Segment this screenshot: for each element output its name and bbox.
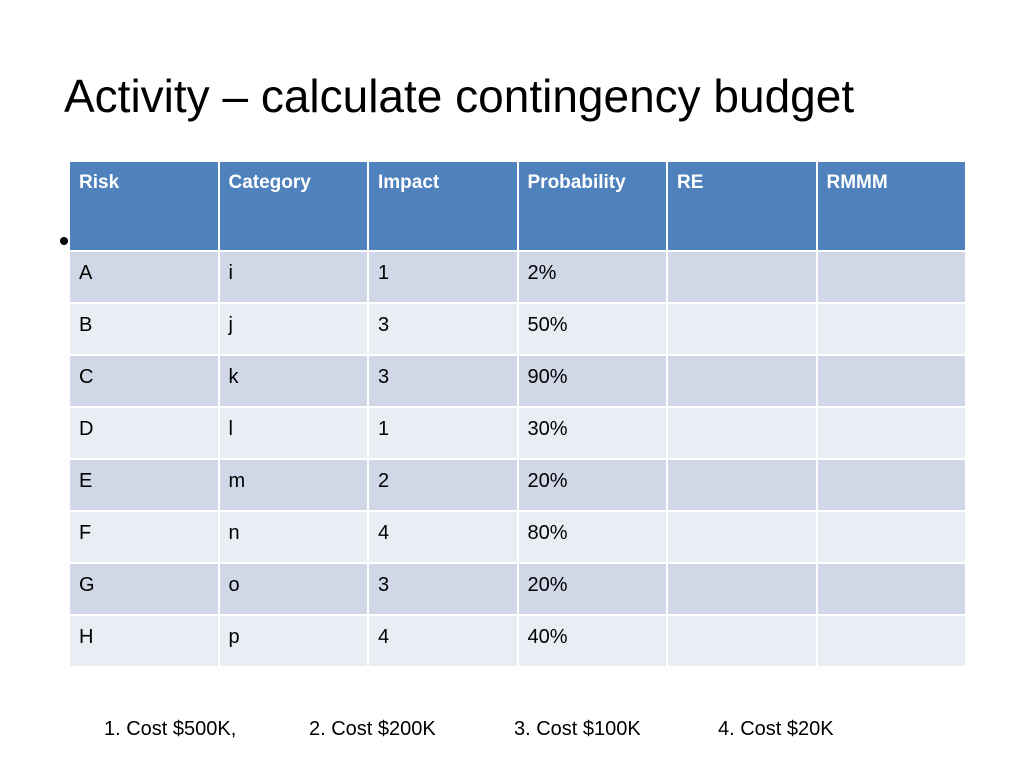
cell-rmmm — [815, 458, 967, 512]
cell-impact: 1 — [367, 406, 519, 460]
header-re: RE — [666, 160, 818, 252]
cell-rmmm — [815, 302, 967, 356]
cell-re — [666, 406, 818, 460]
cell-risk: E — [68, 458, 220, 512]
cell-risk: G — [68, 562, 220, 616]
cell-rmmm — [815, 354, 967, 408]
cell-rmmm — [815, 510, 967, 564]
cost-item-3: 3. Cost $100K — [514, 718, 641, 740]
cell-impact: 2 — [367, 458, 519, 512]
header-impact: Impact — [367, 160, 519, 252]
table-header-row: Risk Category Impact Probability RE RMMM — [68, 160, 967, 252]
cell-impact: 3 — [367, 562, 519, 616]
cell-re — [666, 354, 818, 408]
cell-re — [666, 250, 818, 304]
cell-rmmm — [815, 614, 967, 668]
cell-probability: 40% — [516, 614, 668, 668]
header-probability: Probability — [516, 160, 668, 252]
cell-impact: 3 — [367, 302, 519, 356]
cell-risk: H — [68, 614, 220, 668]
cell-risk: C — [68, 354, 220, 408]
cell-rmmm — [815, 562, 967, 616]
cell-category: p — [217, 614, 369, 668]
cell-rmmm — [815, 406, 967, 460]
cell-category: j — [217, 302, 369, 356]
header-category: Category — [217, 160, 369, 252]
cell-impact: 3 — [367, 354, 519, 408]
cell-probability: 20% — [516, 458, 668, 512]
cell-probability: 2% — [516, 250, 668, 304]
slide-title: Activity – calculate contingency budget — [64, 70, 855, 122]
cost-item-4: 4. Cost $20K — [718, 718, 834, 740]
cell-risk: B — [68, 302, 220, 356]
cell-re — [666, 614, 818, 668]
cost-item-1: 1. Cost $500K, — [104, 718, 237, 740]
bullet-point — [60, 237, 68, 245]
cell-probability: 90% — [516, 354, 668, 408]
cell-re — [666, 458, 818, 512]
cost-legend: 1. Cost $500K, 2. Cost $200K 3. Cost $100K… — [104, 716, 834, 742]
cell-impact: 4 — [367, 614, 519, 668]
header-risk: Risk — [68, 160, 220, 252]
cell-impact: 1 — [367, 250, 519, 304]
header-rmmm: RMMM — [815, 160, 967, 252]
cell-category: o — [217, 562, 369, 616]
cost-item-2: 2. Cost $200K — [309, 718, 436, 740]
cell-risk: A — [68, 250, 220, 304]
cell-rmmm — [815, 250, 967, 304]
cell-probability: 50% — [516, 302, 668, 356]
cell-re — [666, 302, 818, 356]
risk-table: Risk Category Impact Probability RE RMMM… — [68, 160, 967, 668]
cell-category: i — [217, 250, 369, 304]
cell-risk: D — [68, 406, 220, 460]
cell-impact: 4 — [367, 510, 519, 564]
cell-re — [666, 562, 818, 616]
cell-category: m — [217, 458, 369, 512]
cell-probability: 80% — [516, 510, 668, 564]
cell-probability: 20% — [516, 562, 668, 616]
cell-category: l — [217, 406, 369, 460]
cell-category: n — [217, 510, 369, 564]
cell-category: k — [217, 354, 369, 408]
cell-risk: F — [68, 510, 220, 564]
cell-re — [666, 510, 818, 564]
cell-probability: 30% — [516, 406, 668, 460]
